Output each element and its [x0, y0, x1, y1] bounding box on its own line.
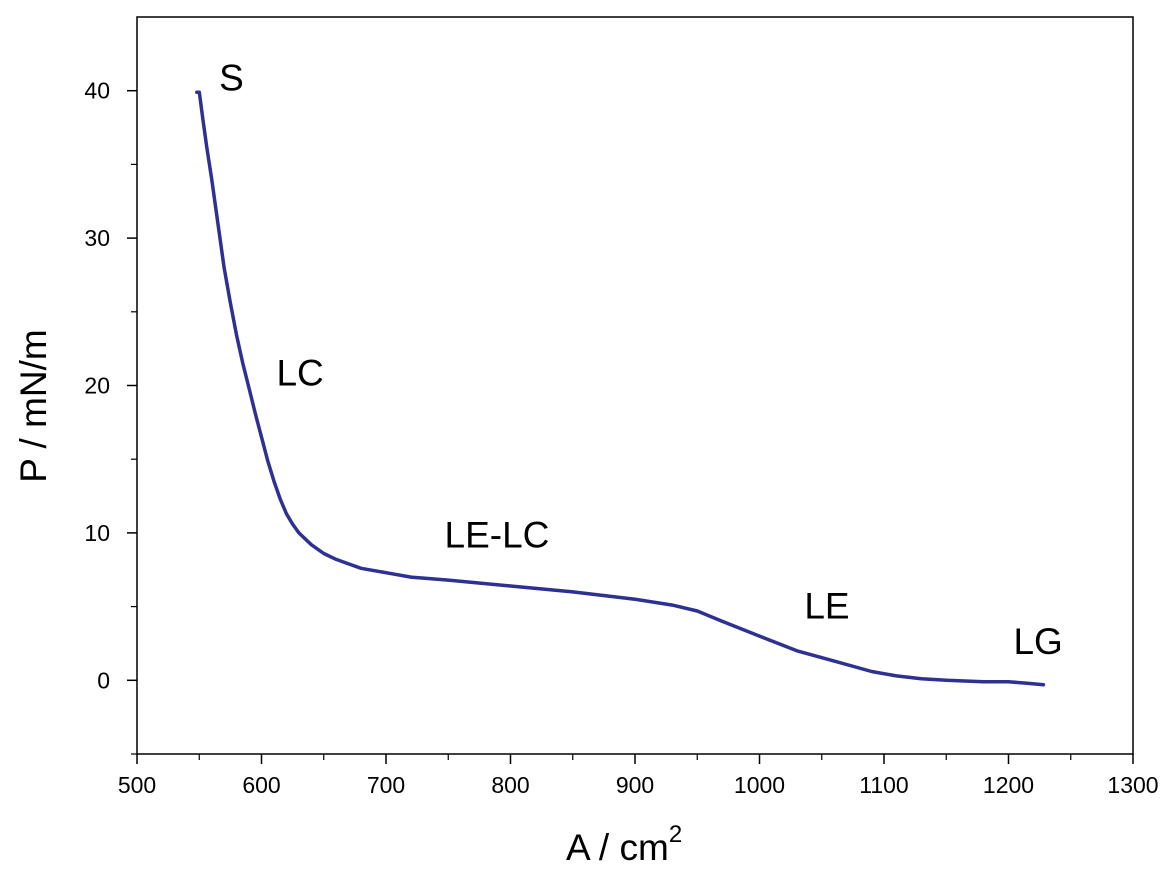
x-axis-title: A / cm2 [566, 821, 682, 868]
x-tick-label: 600 [242, 772, 280, 798]
x-tick-label: 1200 [983, 772, 1034, 798]
annotation-lc: LC [276, 353, 323, 394]
annotation-le-lc: LE-LC [445, 515, 550, 556]
isotherm-line [195, 90, 1046, 687]
axis-tick-labels: 500 600 700 800 900 1000 1100 1200 1300 0 10 20 30 40 [84, 78, 1158, 798]
phase-annotations: S LC LE-LC LE LG [219, 58, 1063, 662]
x-tick-label: 1100 [859, 772, 908, 798]
x-tick-label: 1000 [734, 772, 785, 798]
y-tick-label: 10 [84, 520, 110, 546]
x-axis-title-superscript: 2 [669, 821, 682, 848]
y-tick-label: 30 [84, 225, 110, 251]
y-tick-label: 0 [97, 667, 110, 693]
y-tick-label: 40 [84, 78, 110, 104]
y-tick-label: 20 [84, 373, 110, 399]
x-tick-label: 1300 [1107, 772, 1158, 798]
x-tick-label: 900 [616, 772, 654, 798]
y-axis-title: P / mN/m [13, 329, 54, 483]
x-tick-label: 800 [491, 772, 529, 798]
x-tick-label: 700 [367, 772, 405, 798]
annotation-le: LE [804, 585, 849, 626]
annotation-s: S [219, 58, 244, 99]
axis-ticks [127, 89, 1134, 764]
annotation-lg: LG [1013, 621, 1062, 662]
x-tick-label: 500 [118, 772, 156, 798]
